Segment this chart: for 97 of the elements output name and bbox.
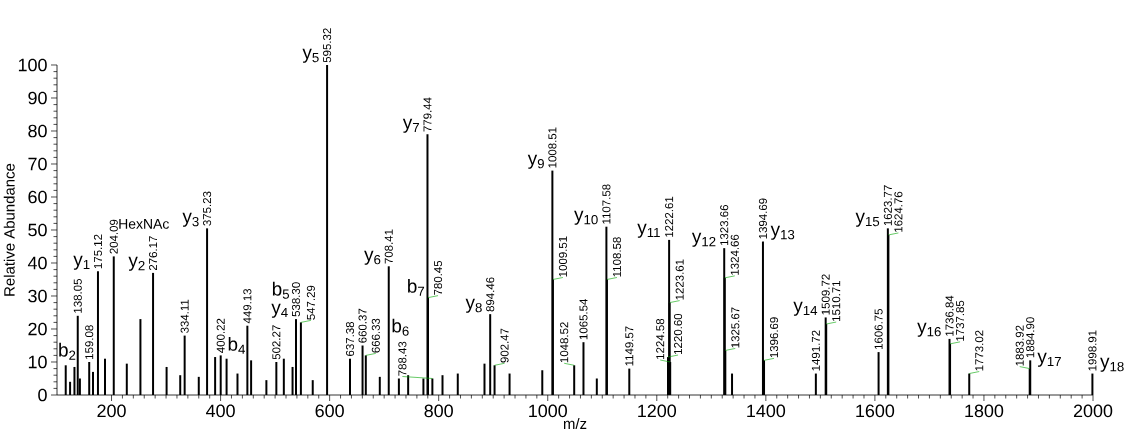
y-tick-label: 70 bbox=[28, 157, 47, 171]
annotation: 1149.57 bbox=[625, 326, 634, 366]
annotation: 1737.85 bbox=[956, 300, 965, 341]
annotation: 637.38 bbox=[345, 321, 355, 356]
annotation: 1324.66 bbox=[730, 234, 739, 275]
annotation: 276.17 bbox=[149, 236, 158, 271]
annotation: b$_{5}$ bbox=[272, 281, 290, 299]
annotation: b$_{4}$ bbox=[228, 336, 246, 354]
annotation: y$_{11}$ bbox=[637, 223, 660, 238]
annotation: y$_{18}$ bbox=[1100, 357, 1124, 372]
annotation: y$_{7}$ bbox=[402, 118, 419, 133]
annotation: y$_{8}$ bbox=[465, 298, 482, 313]
annotation: 175.12 bbox=[93, 234, 103, 269]
annotation: y$_{15}$ bbox=[855, 212, 880, 227]
annotation: 1223.61 bbox=[675, 259, 684, 300]
annotation: 1222.61 bbox=[665, 196, 674, 237]
annotation: y$_{16}$ bbox=[917, 322, 941, 337]
annotation: 334.11 bbox=[180, 299, 189, 333]
y-tick-label: 90 bbox=[28, 91, 47, 105]
y-tick-label: 100 bbox=[18, 58, 47, 72]
annotation: y$_{1}$ bbox=[73, 255, 90, 270]
annotation: 1606.75 bbox=[874, 308, 883, 350]
annotation: y$_{13}$ bbox=[770, 225, 795, 240]
annotation: 1883.92 bbox=[1015, 325, 1024, 366]
annotation: 1884.90 bbox=[1026, 317, 1035, 358]
annotation: y$_{17}$ bbox=[1037, 352, 1061, 367]
y-tick-label: 30 bbox=[28, 289, 47, 303]
annotation: HexNAc bbox=[119, 219, 169, 229]
x-tick-label: 1800 bbox=[965, 404, 1004, 418]
annotation: 595.32 bbox=[323, 28, 332, 63]
y-tick-label: 40 bbox=[27, 256, 47, 270]
annotation: 1998.91 bbox=[1088, 330, 1097, 371]
annotation: 204.09 bbox=[109, 219, 118, 254]
annotation: y$_{5}$ bbox=[302, 48, 319, 63]
annotation: 159.08 bbox=[85, 325, 94, 359]
annotation: 1008.51 bbox=[548, 127, 557, 168]
annotation: 1624.76 bbox=[894, 191, 903, 232]
annotation: 708.41 bbox=[384, 229, 393, 264]
annotation: 666.33 bbox=[371, 318, 380, 353]
annotation: 1736.84 bbox=[945, 295, 954, 336]
annotation: 1224.58 bbox=[656, 318, 665, 359]
x-tick-label: 2000 bbox=[1073, 404, 1113, 418]
annotation: 138.05 bbox=[73, 279, 82, 313]
x-tick-label: 600 bbox=[315, 404, 344, 418]
annotation: y$_{10}$ bbox=[574, 210, 598, 225]
annotation: 375.23 bbox=[203, 191, 212, 226]
annotation: 538.30 bbox=[291, 282, 301, 317]
annotation: 400.22 bbox=[216, 318, 225, 353]
annotation: y$_{3}$ bbox=[182, 212, 199, 227]
annotation: 547.29 bbox=[306, 285, 315, 320]
annotation: y$_{2}$ bbox=[128, 256, 145, 271]
y-tick-label: 20 bbox=[28, 322, 47, 336]
annotation: 894.46 bbox=[486, 277, 495, 312]
annotation: 660.37 bbox=[358, 308, 367, 343]
annotation: 1325.67 bbox=[731, 307, 740, 348]
annotation: 779.44 bbox=[423, 97, 432, 132]
y-tick-label: 0 bbox=[38, 388, 47, 402]
annotation: b$_{7}$ bbox=[408, 278, 425, 296]
annotation: b$_{2}$ bbox=[59, 342, 76, 360]
x-tick-label: 1400 bbox=[747, 404, 786, 418]
annotation: 1220.60 bbox=[673, 313, 683, 354]
y-tick-label: 60 bbox=[28, 190, 47, 204]
y-tick-label: 10 bbox=[28, 355, 47, 369]
annotation: 1065.54 bbox=[579, 298, 588, 340]
y-axis-title: Relative Abundance bbox=[3, 163, 15, 296]
annotation: y$_{12}$ bbox=[691, 232, 716, 247]
y-tick-label: 80 bbox=[28, 124, 47, 138]
annotation: y$_{9}$ bbox=[527, 154, 544, 169]
x-tick-label: 800 bbox=[424, 404, 453, 418]
annotation: 1510.71 bbox=[832, 281, 841, 321]
x-axis-title: m/z bbox=[563, 418, 587, 430]
x-tick-label: 400 bbox=[206, 404, 235, 418]
x-tick-label: 1200 bbox=[638, 404, 677, 418]
annotation: 1396.69 bbox=[769, 317, 779, 358]
annotation: y$_{4}$ bbox=[271, 303, 288, 318]
annotation: 1491.72 bbox=[811, 330, 820, 371]
x-tick-label: 1600 bbox=[856, 404, 895, 418]
x-tick-label: 200 bbox=[97, 404, 126, 418]
annotation: 502.27 bbox=[272, 325, 281, 360]
annotation: 788.43 bbox=[398, 341, 407, 376]
annotation: 1394.69 bbox=[758, 198, 767, 239]
annotation: 780.45 bbox=[433, 260, 443, 295]
annotation: 449.13 bbox=[243, 288, 252, 324]
annotation: y$_{14}$ bbox=[793, 301, 818, 316]
annotation: 1108.58 bbox=[612, 237, 621, 277]
y-tick-label: 50 bbox=[28, 223, 47, 237]
x-tick-label: 1000 bbox=[529, 404, 567, 418]
annotation: 1048.52 bbox=[560, 322, 569, 363]
annotation: 1773.02 bbox=[975, 330, 984, 371]
annotation: y$_{6}$ bbox=[364, 250, 381, 265]
annotation: 1107.58 bbox=[602, 184, 611, 224]
annotation: 1009.51 bbox=[558, 236, 567, 277]
annotation: b$_{6}$ bbox=[392, 318, 409, 336]
annotation: 1623.77 bbox=[883, 185, 892, 226]
annotation: 1323.66 bbox=[720, 205, 729, 246]
annotation: 902.47 bbox=[500, 328, 509, 363]
annotation: 1509.72 bbox=[821, 274, 830, 315]
